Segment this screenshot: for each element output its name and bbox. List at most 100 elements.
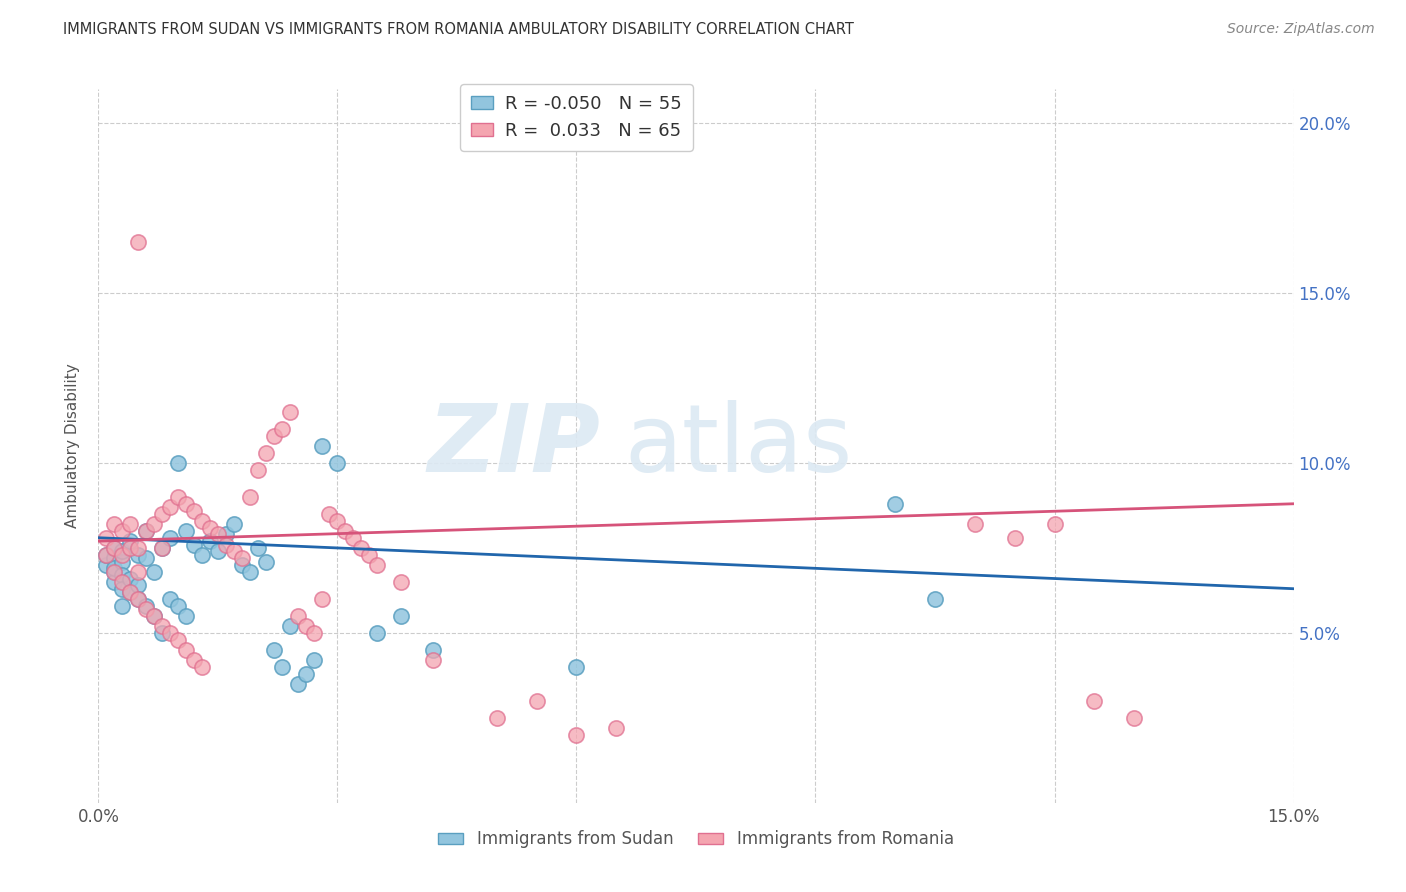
Point (174, 524, 197, 538)
Point (389, 608, 412, 623)
Point (183, 653, 205, 667)
Point (246, 541, 269, 555)
Point (239, 565, 262, 579)
Point (120, 541, 142, 555)
Point (120, 585, 142, 599)
Point (120, 572, 142, 586)
Point (120, 517, 142, 532)
Point (207, 544, 229, 558)
Point (294, 619, 316, 633)
Point (311, 439, 333, 453)
Point (254, 446, 277, 460)
Point (565, 660, 588, 674)
Point (263, 643, 285, 657)
Point (270, 660, 292, 674)
Point (884, 497, 907, 511)
Point (270, 422, 292, 436)
Point (111, 548, 134, 562)
Point (103, 561, 125, 575)
Point (222, 517, 245, 532)
Point (389, 574, 412, 589)
Point (326, 514, 349, 528)
Point (96, 558, 118, 572)
Point (311, 591, 333, 606)
Point (150, 507, 173, 521)
Point (1043, 517, 1066, 532)
Point (167, 490, 190, 504)
Point (135, 524, 157, 538)
Point (366, 626, 388, 640)
Point (159, 626, 181, 640)
Point (1123, 711, 1146, 725)
Text: atlas: atlas (624, 400, 852, 492)
Point (127, 548, 149, 562)
Point (150, 541, 173, 555)
Point (246, 463, 269, 477)
Point (103, 541, 125, 555)
Point (191, 548, 214, 562)
Point (278, 619, 301, 633)
Point (120, 534, 142, 549)
Point (96, 548, 118, 562)
Point (302, 653, 325, 667)
Point (167, 632, 190, 647)
Point (143, 608, 166, 623)
Point (198, 520, 221, 534)
Point (183, 503, 205, 517)
Point (96, 548, 118, 562)
Point (254, 555, 277, 569)
Point (167, 456, 190, 470)
Point (963, 517, 986, 532)
Point (326, 456, 349, 470)
Point (350, 541, 373, 555)
Point (231, 558, 253, 572)
Point (302, 626, 325, 640)
Point (135, 524, 157, 538)
Point (526, 694, 548, 708)
Point (183, 537, 205, 551)
Text: IMMIGRANTS FROM SUDAN VS IMMIGRANTS FROM ROMANIA AMBULATORY DISABILITY CORRELATI: IMMIGRANTS FROM SUDAN VS IMMIGRANTS FROM… (63, 22, 855, 37)
Point (127, 591, 149, 606)
Point (294, 666, 316, 681)
Text: ZIP: ZIP (427, 400, 600, 492)
Point (207, 527, 229, 541)
Point (422, 643, 444, 657)
Y-axis label: Ambulatory Disability: Ambulatory Disability (65, 364, 80, 528)
Point (565, 728, 588, 742)
Point (111, 599, 134, 613)
Point (103, 574, 125, 589)
Point (366, 558, 388, 572)
Point (359, 548, 381, 562)
Point (143, 565, 166, 579)
Point (605, 721, 627, 735)
Point (150, 541, 173, 555)
Point (287, 677, 309, 691)
Point (231, 551, 253, 566)
Point (127, 541, 149, 555)
Point (127, 578, 149, 592)
Point (120, 585, 142, 599)
Point (127, 591, 149, 606)
Point (278, 405, 301, 419)
Point (103, 541, 125, 555)
Text: Source: ZipAtlas.com: Source: ZipAtlas.com (1227, 22, 1375, 37)
Point (174, 643, 197, 657)
Point (135, 551, 157, 566)
Point (135, 602, 157, 616)
Point (103, 565, 125, 579)
Point (263, 429, 285, 443)
Point (1083, 694, 1105, 708)
Legend: Immigrants from Sudan, Immigrants from Romania: Immigrants from Sudan, Immigrants from R… (432, 824, 960, 855)
Point (1004, 531, 1026, 545)
Point (103, 565, 125, 579)
Point (150, 619, 173, 633)
Point (924, 591, 946, 606)
Point (143, 608, 166, 623)
Point (215, 527, 238, 541)
Point (167, 599, 190, 613)
Point (111, 574, 134, 589)
Point (239, 490, 262, 504)
Point (143, 517, 166, 532)
Point (150, 626, 173, 640)
Point (485, 711, 508, 725)
